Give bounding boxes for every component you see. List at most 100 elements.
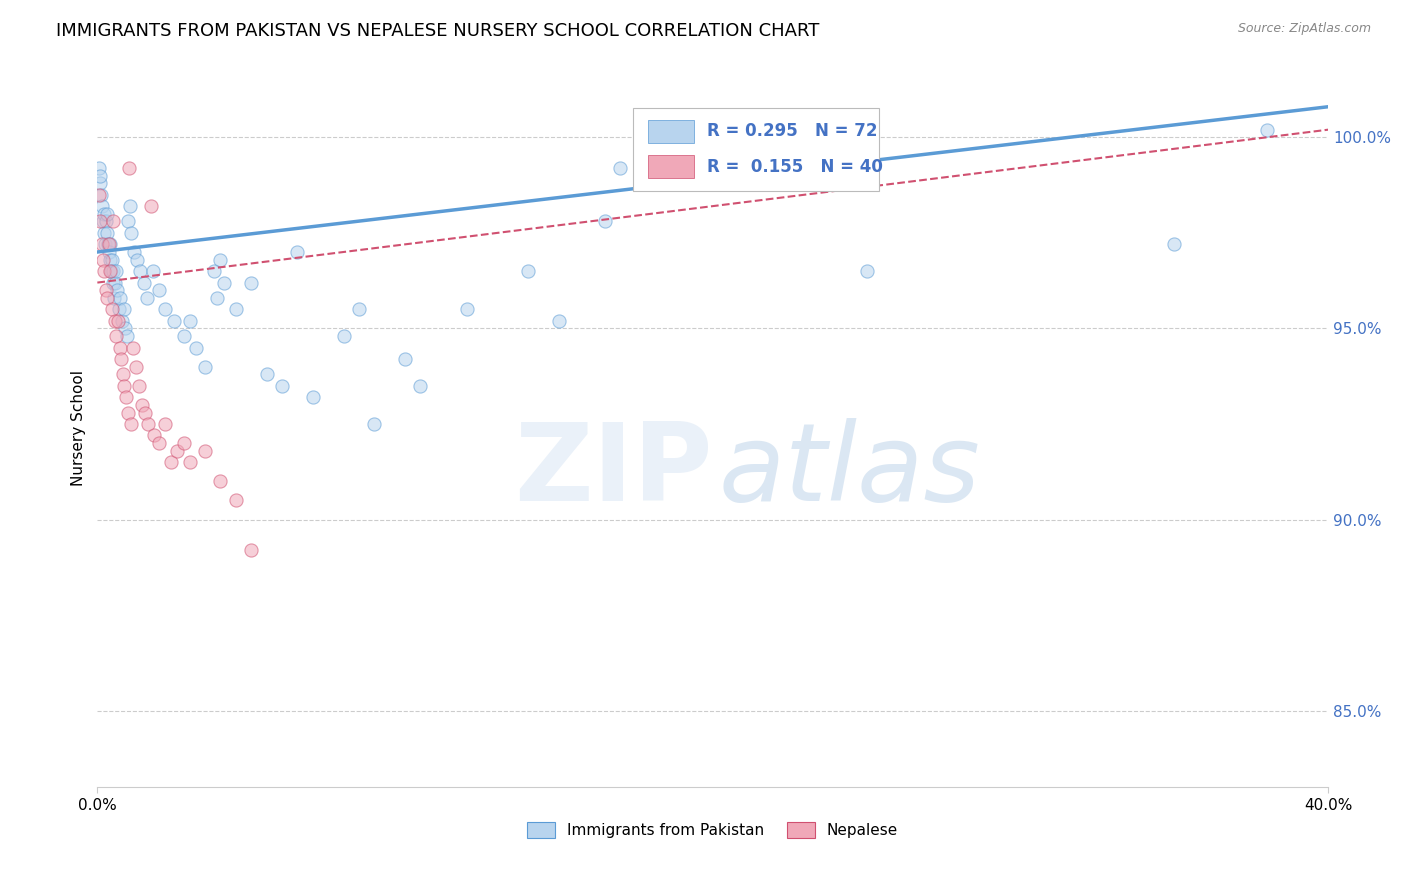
- Point: [148, 283, 170, 297]
- Text: Source: ZipAtlas.com: Source: ZipAtlas.com: [1237, 22, 1371, 36]
- Point: [93, 207, 115, 221]
- Point: [593, 214, 616, 228]
- Point: [105, 283, 128, 297]
- Point: [111, 314, 134, 328]
- Point: [202, 264, 225, 278]
- Point: [120, 417, 142, 431]
- Point: [207, 291, 229, 305]
- Point: [1163, 237, 1185, 252]
- Point: [114, 321, 136, 335]
- Point: [91, 199, 114, 213]
- Point: [104, 314, 127, 328]
- Point: [120, 226, 142, 240]
- Point: [456, 302, 478, 317]
- Point: [121, 341, 143, 355]
- Point: [166, 443, 188, 458]
- Text: IMMIGRANTS FROM PAKISTAN VS NEPALESE NURSERY SCHOOL CORRELATION CHART: IMMIGRANTS FROM PAKISTAN VS NEPALESE NUR…: [56, 22, 820, 40]
- Point: [209, 475, 232, 489]
- Point: [98, 245, 121, 260]
- Point: [173, 329, 195, 343]
- Point: [91, 252, 114, 267]
- Point: [90, 187, 112, 202]
- FancyBboxPatch shape: [648, 120, 695, 143]
- Point: [153, 302, 176, 317]
- Point: [101, 252, 124, 267]
- Text: atlas: atlas: [718, 418, 981, 524]
- Point: [115, 329, 138, 343]
- Point: [212, 276, 235, 290]
- Point: [94, 214, 117, 228]
- Point: [240, 276, 263, 290]
- Point: [394, 351, 416, 366]
- Point: [117, 214, 139, 228]
- Point: [141, 199, 163, 213]
- Point: [136, 417, 159, 431]
- Point: [104, 276, 127, 290]
- Point: [347, 302, 370, 317]
- Point: [107, 314, 129, 328]
- Point: [101, 302, 124, 317]
- Text: R =  0.155   N = 40: R = 0.155 N = 40: [707, 158, 883, 176]
- Point: [129, 264, 152, 278]
- Point: [108, 302, 131, 317]
- Point: [763, 176, 786, 190]
- Point: [128, 378, 150, 392]
- Point: [89, 169, 111, 183]
- Text: ZIP: ZIP: [515, 418, 713, 524]
- Point: [1256, 122, 1278, 136]
- Point: [125, 359, 148, 374]
- Point: [240, 543, 263, 558]
- Point: [179, 314, 201, 328]
- Point: [640, 149, 662, 163]
- Point: [97, 237, 120, 252]
- Point: [124, 245, 146, 260]
- Point: [194, 443, 217, 458]
- Point: [98, 252, 121, 267]
- Point: [173, 436, 195, 450]
- Point: [96, 207, 118, 221]
- Point: [110, 291, 132, 305]
- Point: [105, 329, 128, 343]
- Point: [93, 264, 115, 278]
- Point: [111, 368, 134, 382]
- Point: [225, 302, 247, 317]
- Y-axis label: Nursery School: Nursery School: [72, 370, 86, 486]
- Point: [135, 291, 157, 305]
- Point: [98, 237, 121, 252]
- Point: [148, 436, 170, 450]
- Text: R = 0.295   N = 72: R = 0.295 N = 72: [707, 122, 877, 140]
- Legend: Immigrants from Pakistan, Nepalese: Immigrants from Pakistan, Nepalese: [522, 816, 904, 844]
- Point: [94, 237, 117, 252]
- Point: [702, 169, 724, 183]
- Point: [363, 417, 385, 431]
- FancyBboxPatch shape: [633, 108, 879, 191]
- Point: [100, 264, 122, 278]
- Point: [96, 226, 118, 240]
- Point: [114, 390, 136, 404]
- Point: [112, 302, 135, 317]
- Point: [132, 276, 155, 290]
- Point: [517, 264, 540, 278]
- Point: [271, 378, 294, 392]
- Point: [179, 455, 201, 469]
- Point: [184, 341, 207, 355]
- Point: [101, 276, 124, 290]
- Point: [131, 398, 153, 412]
- Point: [609, 161, 631, 175]
- Point: [127, 252, 149, 267]
- Point: [89, 214, 111, 228]
- Point: [153, 417, 176, 431]
- Point: [209, 252, 232, 267]
- Point: [143, 428, 166, 442]
- Point: [256, 368, 278, 382]
- Point: [94, 283, 117, 297]
- Point: [160, 455, 183, 469]
- Point: [103, 264, 125, 278]
- Point: [98, 264, 121, 278]
- Point: [103, 214, 125, 228]
- Point: [194, 359, 217, 374]
- Point: [118, 161, 141, 175]
- Point: [108, 341, 131, 355]
- Point: [87, 187, 110, 202]
- Point: [110, 351, 132, 366]
